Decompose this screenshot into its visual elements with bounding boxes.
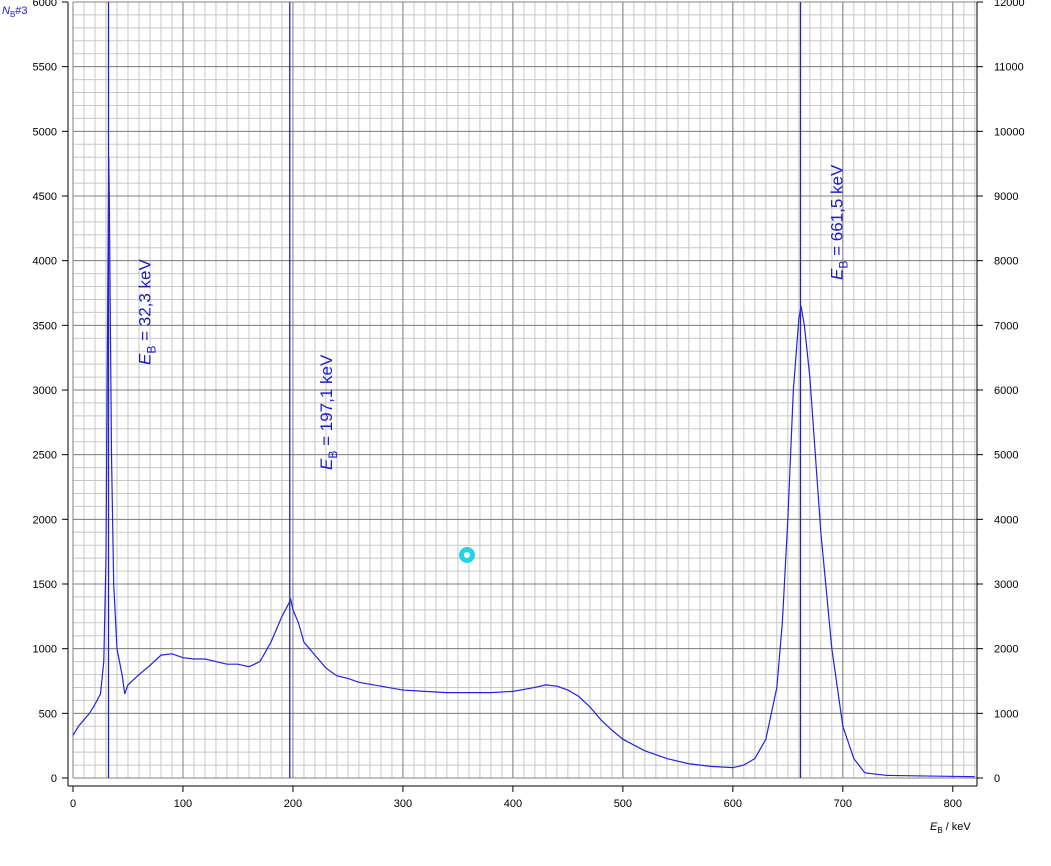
y-title-symbol: N	[2, 5, 10, 17]
x-title-sub: B	[937, 826, 942, 835]
y-tick-label: 6000	[33, 0, 57, 9]
annotation-symbol: E	[827, 268, 846, 280]
y2-tick-label: 4000	[994, 514, 1018, 526]
y-title-text: #3	[15, 5, 27, 17]
y2-tick-label: 10000	[994, 126, 1025, 138]
cursor-icon-dot	[464, 552, 470, 558]
y2-tick-label: 6000	[994, 385, 1018, 397]
x-tick-label: 100	[174, 798, 192, 810]
y-tick-label: 4500	[33, 191, 57, 203]
annotation-symbol: E	[317, 458, 336, 470]
y-tick-label: 2000	[33, 514, 57, 526]
annotation-sub: B	[326, 451, 340, 459]
y2-tick-label: 0	[994, 773, 1000, 785]
spectrum-line	[72, 157, 975, 778]
y2-tick-label: 11000	[994, 62, 1024, 74]
annotation-text: = 197,1 keV	[317, 354, 336, 451]
y-tick-label: 5000	[33, 126, 57, 138]
y-tick-label: 4000	[33, 256, 57, 268]
y-title-sub: B	[10, 10, 15, 19]
y2-tick-label: 7000	[994, 320, 1018, 332]
y2-tick-label: 1000	[994, 708, 1018, 720]
x-tick-label: 300	[394, 798, 412, 810]
x-tick-label: 500	[614, 798, 632, 810]
annotation-sub: B	[836, 261, 850, 269]
x-tick-label: 200	[284, 798, 302, 810]
x-tick-label: 400	[504, 798, 522, 810]
y-tick-label: 0	[51, 773, 57, 785]
x-title-symbol: E	[930, 821, 938, 833]
annotation-symbol: E	[136, 353, 155, 365]
x-tick-label: 600	[724, 798, 742, 810]
annotation-sub: B	[145, 346, 159, 354]
y2-tick-label: 12000	[994, 0, 1025, 9]
y2-tick-label: 5000	[994, 450, 1018, 462]
y-tick-label: 1000	[33, 644, 57, 656]
y-tick-label: 1500	[33, 579, 57, 591]
annotation: EB = 32,3 keV	[136, 259, 159, 365]
y-tick-label: 3000	[33, 385, 57, 397]
y2-tick-label: 8000	[994, 256, 1018, 268]
annotation: EB = 197,1 keV	[317, 354, 340, 470]
y-axis-title: NB#3	[2, 5, 28, 19]
y2-tick-label: 9000	[994, 191, 1018, 203]
annotation: EB = 661,5 keV	[827, 164, 850, 280]
y-tick-label: 500	[39, 708, 57, 720]
annotation-text: = 661,5 keV	[827, 164, 846, 261]
y-tick-label: 2500	[33, 450, 57, 462]
x-tick-label: 700	[834, 798, 852, 810]
y-tick-label: 5500	[33, 62, 57, 74]
y2-tick-label: 3000	[994, 579, 1018, 591]
x-title-text: / keV	[946, 821, 972, 833]
y-tick-label: 3500	[33, 320, 57, 332]
annotation-text: = 32,3 keV	[136, 259, 155, 346]
x-tick-label: 0	[70, 798, 76, 810]
x-tick-label: 800	[944, 798, 962, 810]
x-axis-title: EB / keV	[930, 821, 971, 835]
y2-tick-label: 2000	[994, 644, 1018, 656]
